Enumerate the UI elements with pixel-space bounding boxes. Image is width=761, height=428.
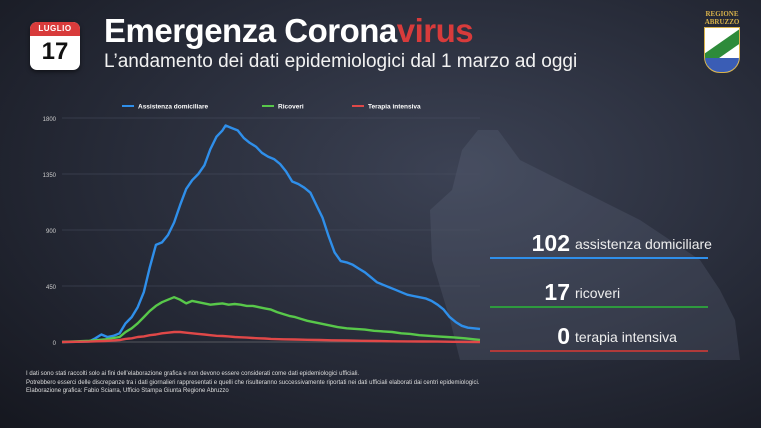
series-line-2 bbox=[61, 330, 481, 344]
region-map-shape bbox=[430, 130, 740, 360]
logo-text-1: REGIONE bbox=[705, 10, 739, 18]
legend-label: Terapia intensiva bbox=[368, 104, 421, 111]
regione-abruzzo-logo: REGIONE ABRUZZO bbox=[702, 10, 742, 73]
series-line-0 bbox=[61, 124, 481, 344]
stat-value: 17 bbox=[544, 279, 570, 305]
calendar-month: LUGLIO bbox=[30, 22, 80, 36]
y-tick-label: 900 bbox=[46, 229, 57, 235]
calendar-day: 17 bbox=[41, 38, 69, 65]
coat-of-arms-icon bbox=[704, 27, 740, 73]
stat-label: ricoveri bbox=[575, 285, 621, 301]
stat-underline bbox=[490, 257, 708, 259]
stat-ricoveri: 17 ricoveri bbox=[480, 279, 720, 308]
legend-label: Assistenza domiciliare bbox=[138, 104, 208, 111]
title-part-2: virus bbox=[396, 12, 474, 49]
footnotes: I dati sono stati raccolti solo ai fini … bbox=[26, 370, 479, 396]
calendar-badge: LUGLIO 17 bbox=[30, 22, 80, 70]
stat-underline bbox=[490, 350, 708, 352]
line-chart: 0 450 900 1350 1800 Assistenza domiciliare Ri… bbox=[43, 104, 740, 360]
y-tick-label: 450 bbox=[46, 285, 57, 291]
y-tick-labels: 0 450 900 1350 1800 bbox=[43, 117, 57, 347]
chart-legend: Assistenza domiciliare Ricoveri Terapia in… bbox=[122, 104, 421, 111]
chart-series bbox=[61, 124, 481, 344]
legend-label: Ricoveri bbox=[278, 104, 304, 111]
title-part-1: Emergenza Corona bbox=[104, 12, 397, 49]
page-title: Emergenza Coronavirus bbox=[104, 12, 474, 50]
stat-label: terapia intensiva bbox=[575, 329, 677, 345]
y-tick-label: 1350 bbox=[43, 173, 57, 179]
stat-assistenza: 102 assistenza domiciliare bbox=[480, 230, 720, 259]
y-tick-label: 0 bbox=[53, 341, 57, 347]
stat-terapia: 0 terapia intensiva bbox=[480, 323, 720, 352]
series-line-1 bbox=[61, 296, 481, 344]
footnote-3: Elaborazione grafica: Fabio Sciarra, Uff… bbox=[26, 388, 229, 395]
page-subtitle: L’andamento dei dati epidemiologici dal … bbox=[104, 51, 578, 72]
stat-underline bbox=[490, 306, 708, 308]
logo-text-2: ABRUZZO bbox=[704, 18, 740, 26]
stat-value: 102 bbox=[531, 230, 570, 256]
stat-label: assistenza domiciliare bbox=[575, 236, 712, 252]
footnote-1: I dati sono stati raccolti solo ai fini … bbox=[26, 371, 360, 377]
y-tick-label: 1800 bbox=[43, 117, 57, 123]
stat-value: 0 bbox=[557, 323, 570, 349]
footnote-2: Potrebbero esserci delle discrepanze tra… bbox=[26, 379, 480, 386]
